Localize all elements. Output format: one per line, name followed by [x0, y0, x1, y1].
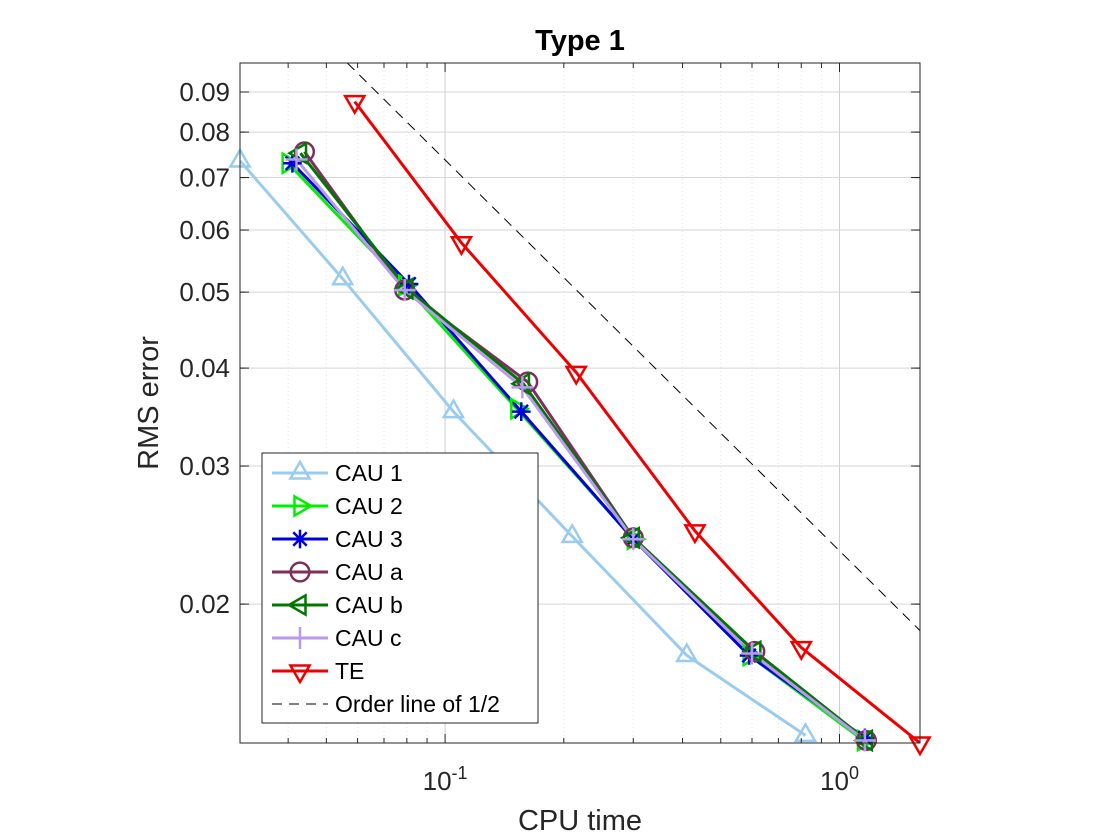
marker-triangle-down	[288, 664, 312, 685]
y-tick-label: 0.07	[179, 163, 230, 193]
y-tick-label: 0.09	[179, 77, 230, 107]
marker-triangle-down	[564, 365, 588, 386]
y-axis-title: RMS error	[133, 336, 165, 470]
marker-asterisk	[283, 153, 302, 173]
marker-plus	[740, 642, 763, 665]
legend-label: CAU a	[335, 559, 403, 585]
marker-triangle-left	[287, 141, 308, 165]
marker-stroke	[513, 404, 529, 420]
y-tick-label: 0.06	[179, 215, 230, 245]
legend-item: TE	[272, 658, 364, 685]
y-tick-label: 0.08	[179, 117, 230, 147]
marker-plus	[289, 627, 311, 649]
legend-item: CAU 2	[272, 493, 403, 519]
legend-label: CAU c	[335, 625, 401, 651]
legend-item: CAU b	[272, 592, 403, 618]
series-line-cau-b	[299, 152, 868, 742]
legend-label: CAU 1	[335, 460, 403, 486]
legend-box	[261, 452, 539, 724]
x-axis-title: CPU time	[518, 805, 642, 837]
series-line-te	[353, 100, 920, 743]
marker-triangle-down	[342, 94, 367, 116]
marker-triangle-up	[330, 265, 355, 286]
marker-triangle-right	[293, 494, 314, 518]
y-tick-label: 0.05	[179, 277, 230, 307]
marker-triangle-down	[789, 640, 814, 662]
marker-layer	[228, 94, 932, 757]
legend-item: CAU 1	[272, 459, 403, 486]
plot-frame	[239, 62, 921, 744]
marker-stroke	[292, 531, 308, 547]
series-layer	[240, 63, 920, 743]
x-tick-label: 100	[820, 763, 859, 796]
legend-label: TE	[335, 658, 364, 684]
marker-triangle-up	[675, 641, 699, 663]
marker-plus	[853, 729, 876, 752]
marker-triangle-up	[441, 398, 466, 419]
series-line-cau-3	[291, 162, 866, 740]
legend-label: CAU b	[335, 592, 403, 618]
legend-label: CAU 3	[335, 526, 403, 552]
marker-plus	[622, 528, 645, 551]
marker-triangle-down	[449, 236, 474, 257]
marker-asterisk	[511, 402, 531, 421]
y-tick-label: 0.04	[179, 353, 230, 383]
marker-triangle-left	[619, 526, 641, 550]
series-line-order-line-of-1-2	[346, 63, 920, 631]
legend-item: CAU 3	[272, 526, 403, 552]
legend-item: CAU a	[272, 559, 403, 585]
legend-item: CAU c	[272, 625, 401, 651]
legend-label: CAU 2	[335, 493, 403, 519]
legend: CAU 1 CAU 2 CAU 3 CAU a CAU b CAU c TE Order li…	[261, 452, 539, 724]
chart-title: Type 1	[535, 25, 625, 57]
y-tick-label: 0.02	[179, 589, 230, 619]
marker-triangle-up	[560, 522, 584, 544]
marker-triangle-up	[288, 459, 312, 480]
marker-plus	[393, 279, 416, 302]
x-tick-label: 10-1	[423, 763, 468, 796]
ticks: 0.02 0.03 0.04 0.05 0.06 0.07 0.08 0.09 10-1 100	[179, 63, 920, 796]
series-line-cau-c	[295, 158, 866, 742]
marker-plus	[285, 148, 308, 171]
marker-circle	[289, 561, 311, 583]
marker-plus	[511, 376, 534, 399]
y-tick-label: 0.03	[179, 451, 230, 481]
marker-triangle-up	[793, 721, 818, 743]
legend-label: Order line of 1/2	[335, 691, 500, 717]
marker-asterisk	[290, 529, 310, 549]
legend-item: Order line of 1/2	[272, 691, 500, 717]
marker-triangle-left	[286, 593, 307, 617]
marker-triangle-down	[683, 524, 707, 545]
